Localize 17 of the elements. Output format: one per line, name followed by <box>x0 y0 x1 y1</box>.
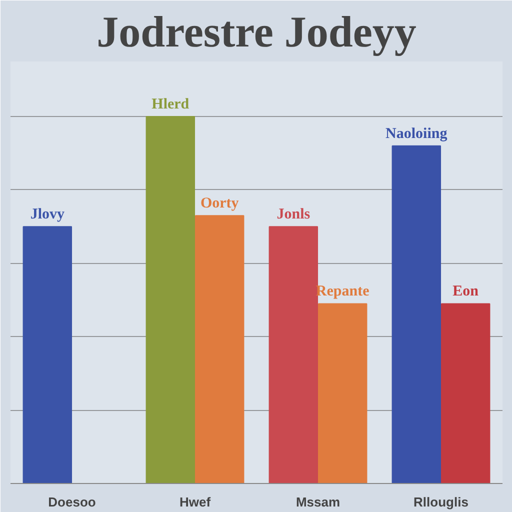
annotation: Hlerd <box>152 96 190 113</box>
bar <box>318 303 368 484</box>
chart-title: Jodrestre Jodeyy <box>96 8 416 56</box>
annotation: Jlovy <box>30 206 65 223</box>
bar <box>392 145 442 484</box>
bar <box>22 226 72 484</box>
annotation: Naoloiing <box>386 126 448 142</box>
bar <box>146 116 196 484</box>
x-tick-label: Doesoo <box>48 494 96 510</box>
annotation: Oorty <box>200 196 240 212</box>
bar <box>440 303 490 484</box>
bar <box>194 215 244 484</box>
x-tick-label: Mssam <box>296 494 340 510</box>
annotation: Eon <box>452 284 480 300</box>
x-tick-label: Hwef <box>179 494 212 510</box>
x-tick-label: Rllouglis <box>414 494 468 510</box>
annotation: Jonls <box>276 206 310 223</box>
